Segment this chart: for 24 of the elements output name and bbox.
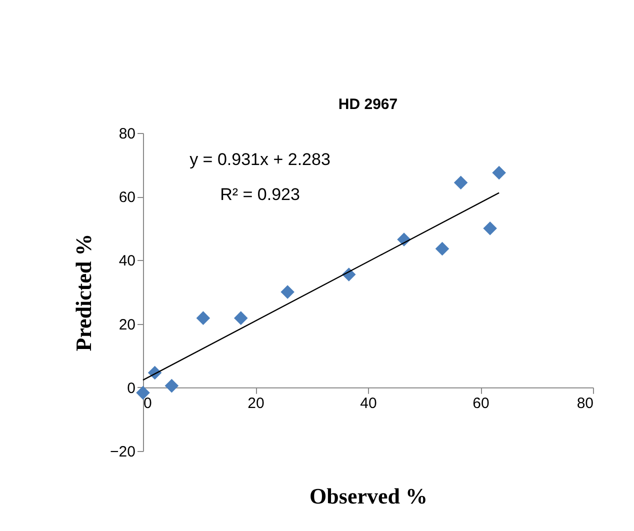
- y-axis-title: Predicted %: [71, 234, 96, 352]
- y-tick-label: −20: [110, 444, 136, 460]
- point: [492, 166, 506, 180]
- x-tick-label: 0: [144, 394, 152, 412]
- annotation: y = 0.931x + 2.283: [190, 150, 330, 170]
- point: [164, 378, 179, 393]
- point: [234, 311, 248, 325]
- y-tick-label: 80: [118, 126, 136, 142]
- annotation: R² = 0.923: [220, 185, 300, 204]
- x-tick-label: 20: [248, 394, 264, 412]
- point: [435, 242, 450, 256]
- point: [483, 222, 497, 236]
- y-tick-label: 20: [118, 316, 136, 334]
- x-tick-label: 80: [576, 394, 594, 412]
- y-tick-label: 40: [118, 252, 136, 270]
- x-tick-label: 40: [360, 394, 377, 412]
- y-tick-label: 0: [127, 380, 136, 397]
- x-tick-label: 60: [472, 394, 490, 412]
- point: [196, 311, 210, 325]
- x-axis-title: Observed %: [310, 484, 428, 508]
- point: [280, 285, 294, 299]
- y-tick-label: 60: [118, 189, 136, 206]
- point: [454, 176, 468, 190]
- chart-title: HD 2967: [338, 96, 398, 113]
